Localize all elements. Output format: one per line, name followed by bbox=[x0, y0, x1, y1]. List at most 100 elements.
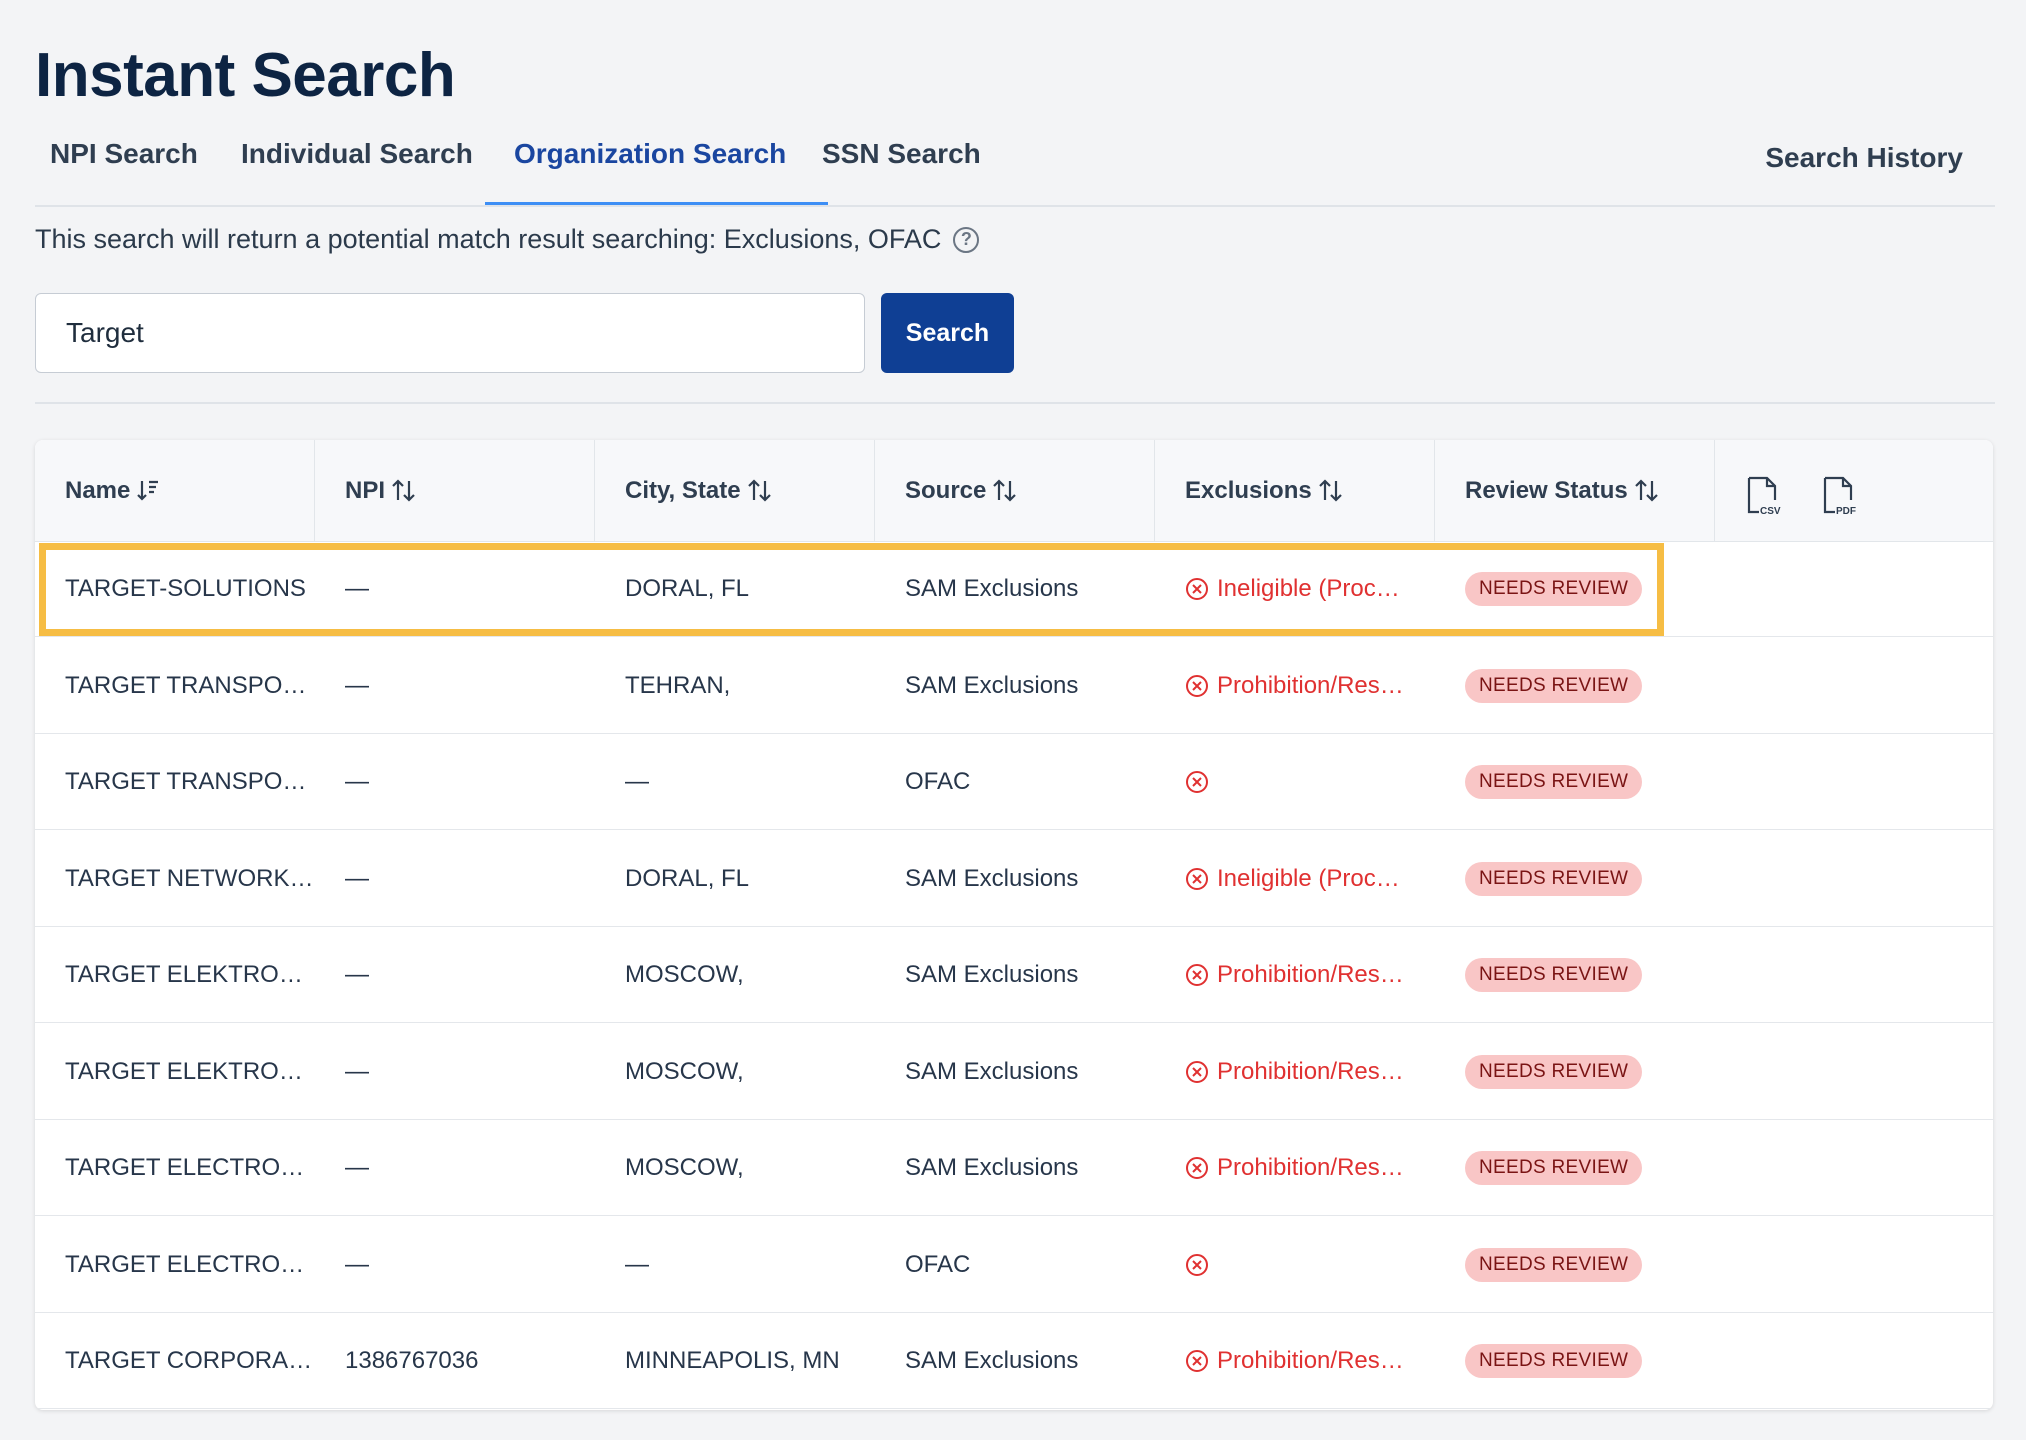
cell-city-state: MINNEAPOLIS, MN bbox=[625, 1347, 840, 1374]
exclusion-status bbox=[1185, 770, 1217, 794]
sort-icon[interactable] bbox=[1634, 477, 1660, 505]
cell-npi: — bbox=[345, 1057, 369, 1085]
cell-source: SAM Exclusions bbox=[905, 671, 1079, 699]
column-header-npi[interactable]: NPI bbox=[315, 440, 595, 541]
cell-city-state: — bbox=[625, 768, 649, 795]
status-badge: NEEDS REVIEW bbox=[1465, 1247, 1643, 1282]
cell-name: TARGET ELEKTRO… bbox=[65, 1057, 303, 1085]
exclusion-status: Prohibition/Res… bbox=[1185, 1154, 1404, 1182]
table-row[interactable]: TARGET ELECTRO… — — OFAC NEEDS REVIEW bbox=[35, 1217, 1993, 1313]
svg-text:CSV: CSV bbox=[1760, 506, 1781, 516]
table-row[interactable]: TARGET TRANSPO… — TEHRAN, SAM Exclusions Pro… bbox=[35, 638, 1993, 734]
table-row[interactable]: TARGET-SOLUTIONS — DORAL, FL SAM Exclusions… bbox=[35, 541, 1993, 637]
column-header-label: NPI bbox=[345, 476, 386, 504]
exclusion-status: Prohibition/Res… bbox=[1185, 672, 1404, 700]
status-badge: NEEDS REVIEW bbox=[1465, 765, 1643, 799]
table-row[interactable]: TARGET CORPORA… 1386767036 MINNEAPOLIS, MN… bbox=[35, 1313, 1993, 1409]
exclusion-text: Prohibition/Res… bbox=[1217, 671, 1404, 699]
sort-icon[interactable] bbox=[747, 477, 773, 505]
exclusion-status: Ineligible (Proc… bbox=[1185, 865, 1400, 893]
cell-exclusions: Ineligible (Proc… bbox=[1155, 541, 1435, 637]
excluded-x-circle-icon bbox=[1185, 770, 1209, 794]
table-row[interactable]: TARGET ELEKTRO… — MOSCOW, SAM Exclusions Pro… bbox=[35, 1024, 1993, 1120]
tab-ssn-search[interactable]: SSN Search bbox=[822, 138, 981, 169]
search-input[interactable] bbox=[35, 293, 865, 373]
help-icon[interactable]: ? bbox=[953, 226, 980, 253]
cell-name: TARGET NETWORK… bbox=[65, 864, 314, 892]
cell-npi: — bbox=[345, 961, 369, 988]
cell-city-state: MOSCOW, bbox=[625, 961, 744, 988]
search-description: This search will return a potential matc… bbox=[35, 224, 980, 255]
table-row[interactable]: TARGET TRANSPO… — — OFAC NEEDS REVIEW bbox=[35, 734, 1993, 830]
column-header-name[interactable]: Name bbox=[35, 440, 315, 541]
cell-npi: 1386767036 bbox=[345, 1347, 479, 1374]
cell-review-status: NEEDS REVIEW bbox=[1435, 1024, 1715, 1120]
cell-npi: — bbox=[345, 1154, 369, 1181]
pdf-file-icon[interactable]: PDF bbox=[1821, 476, 1857, 521]
cell-review-status: NEEDS REVIEW bbox=[1435, 1120, 1715, 1216]
cell-review-status: NEEDS REVIEW bbox=[1435, 734, 1715, 830]
cell-name: TARGET TRANSPO… bbox=[65, 768, 307, 795]
cell-review-status: NEEDS REVIEW bbox=[1435, 927, 1715, 1023]
search-history-link[interactable]: Search History bbox=[1765, 142, 1963, 173]
status-badge: NEEDS REVIEW bbox=[1465, 1151, 1643, 1185]
excluded-x-circle-icon bbox=[1185, 867, 1209, 891]
csv-file-icon[interactable]: CSV bbox=[1745, 476, 1781, 521]
excluded-x-circle-icon bbox=[1185, 963, 1209, 987]
active-tab-indicator bbox=[485, 202, 828, 205]
description-text: This search will return a potential matc… bbox=[35, 224, 942, 254]
exclusion-text: Ineligible (Proc… bbox=[1217, 575, 1400, 602]
cell-npi: — bbox=[345, 768, 369, 795]
sort-icon[interactable] bbox=[1318, 477, 1344, 505]
cell-exclusions: Prohibition/Res… bbox=[1155, 1313, 1435, 1409]
excluded-x-circle-icon bbox=[1185, 674, 1209, 698]
cell-exclusions bbox=[1155, 734, 1435, 830]
sort-icon[interactable] bbox=[391, 477, 417, 505]
page-title: Instant Search bbox=[35, 41, 456, 110]
tab-bar: NPI Search Individual Search Organizatio… bbox=[35, 120, 1995, 207]
cell-review-status: NEEDS REVIEW bbox=[1435, 638, 1715, 734]
excluded-x-circle-icon bbox=[1185, 1253, 1209, 1277]
column-header-source[interactable]: Source bbox=[875, 440, 1155, 541]
tab-individual-search[interactable]: Individual Search bbox=[241, 138, 473, 169]
cell-city-state: DORAL, FL bbox=[625, 864, 750, 892]
status-badge: NEEDS REVIEW bbox=[1465, 861, 1643, 896]
tab-organization-search[interactable]: Organization Search bbox=[514, 138, 787, 169]
sort-descending-icon[interactable] bbox=[136, 477, 160, 505]
column-header-label: Source bbox=[905, 476, 987, 504]
table-row[interactable]: TARGET NETWORK… — DORAL, FL SAM Exclusions I… bbox=[35, 831, 1993, 927]
exclusion-text: Prohibition/Res… bbox=[1217, 961, 1404, 988]
cell-name: TARGET TRANSPO… bbox=[65, 671, 307, 699]
cell-city-state: MOSCOW, bbox=[625, 1154, 744, 1181]
column-header-label: Review Status bbox=[1465, 476, 1628, 504]
cell-name: TARGET ELEKTRO… bbox=[65, 961, 303, 988]
table-row[interactable]: TARGET ELEKTRO… — MOSCOW, SAM Exclusions Pro… bbox=[35, 927, 1993, 1023]
cell-review-status: NEEDS REVIEW bbox=[1435, 541, 1715, 637]
exclusion-text: Prohibition/Res… bbox=[1217, 1057, 1404, 1085]
column-header-exclusions[interactable]: Exclusions bbox=[1155, 440, 1435, 541]
cell-npi: — bbox=[345, 864, 369, 892]
cell-name: TARGET-SOLUTIONS bbox=[65, 575, 306, 602]
column-header-city-state[interactable]: City, State bbox=[595, 440, 875, 541]
exclusion-text: Prohibition/Res… bbox=[1217, 1347, 1404, 1374]
cell-exclusions: Prohibition/Res… bbox=[1155, 1024, 1435, 1120]
search-button[interactable]: Search bbox=[881, 293, 1014, 373]
export-actions: CSV PDF bbox=[1745, 476, 1857, 521]
column-header-label: Name bbox=[65, 476, 131, 504]
table-row[interactable]: TARGET ELECTRO… — MOSCOW, SAM Exclusions Pro… bbox=[35, 1120, 1993, 1216]
tab-npi-search[interactable]: NPI Search bbox=[50, 138, 198, 169]
cell-name: TARGET ELECTRO… bbox=[65, 1154, 305, 1181]
section-divider bbox=[35, 402, 1995, 404]
cell-name: TARGET ELECTRO… bbox=[65, 1250, 305, 1278]
sort-icon[interactable] bbox=[992, 477, 1018, 505]
cell-npi: — bbox=[345, 1250, 369, 1278]
cell-city-state: TEHRAN, bbox=[625, 671, 731, 699]
cell-review-status: NEEDS REVIEW bbox=[1435, 831, 1715, 927]
column-header-review-status[interactable]: Review Status bbox=[1435, 440, 1715, 541]
table-header: Name NPI City, State Source bbox=[35, 440, 1993, 542]
cell-name: TARGET CORPORA… bbox=[65, 1347, 313, 1374]
cell-source: OFAC bbox=[905, 768, 971, 795]
status-badge: NEEDS REVIEW bbox=[1465, 958, 1643, 992]
cell-city-state: — bbox=[625, 1250, 649, 1278]
